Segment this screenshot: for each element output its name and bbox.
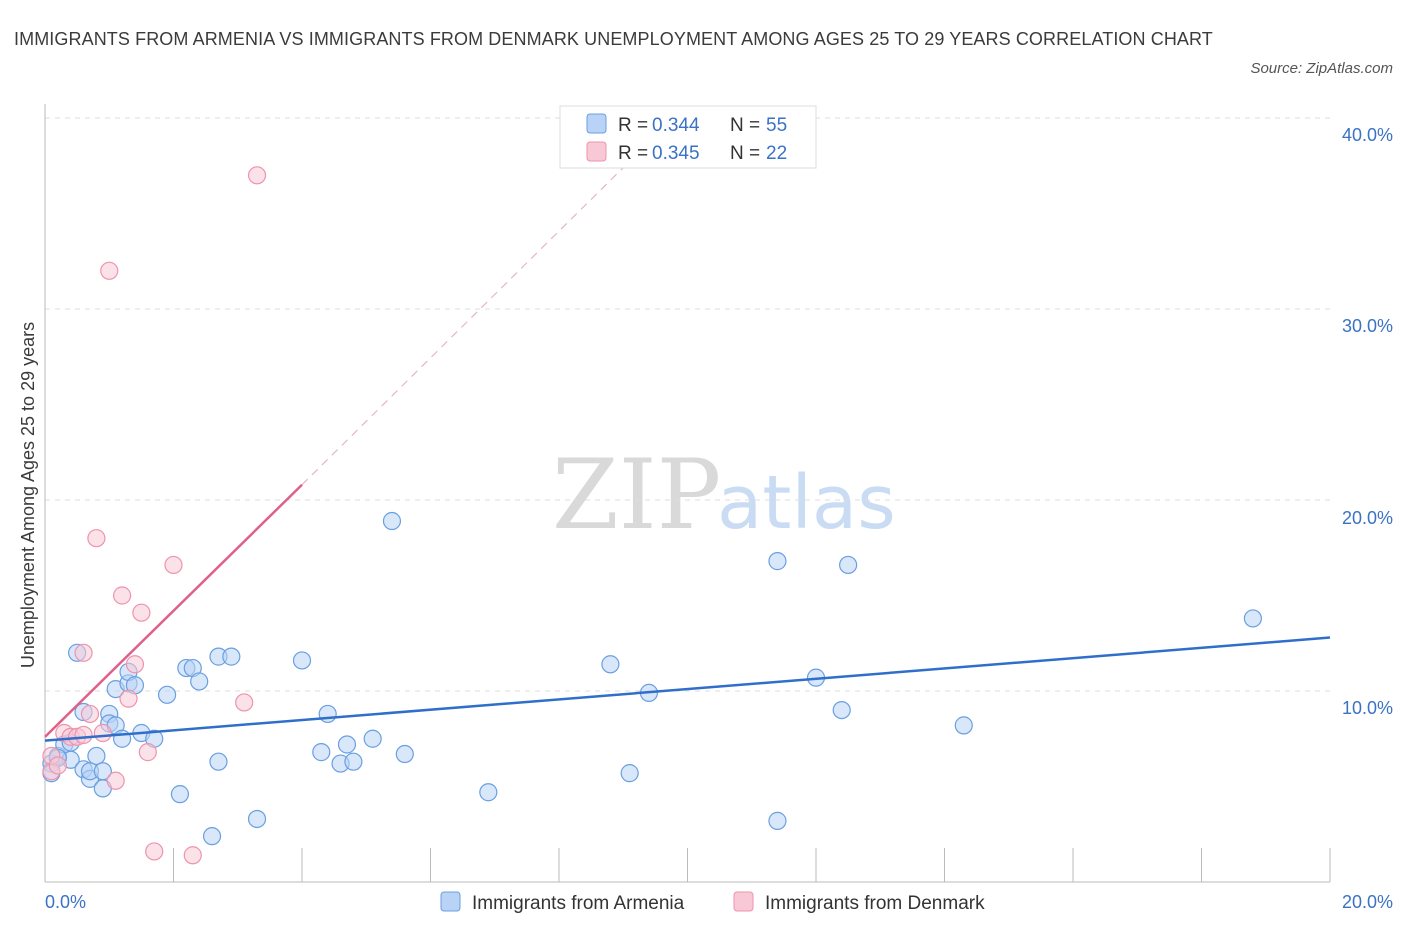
point-denmark-17 — [138, 743, 157, 762]
point-denmark-14 — [119, 689, 138, 708]
source-credit: Source: ZipAtlas.com — [1250, 60, 1393, 77]
point-armenia-27 — [190, 672, 209, 691]
point-denmark-10 — [93, 723, 112, 743]
point-armenia-31 — [222, 647, 241, 666]
series-legend: Immigrants from Armenia Immigrants from … — [440, 891, 985, 914]
x-tick-label-max: 20.0% — [1342, 892, 1393, 912]
correlation-legend: R = 0.344 N = 55 R = 0.345 N = 22 — [559, 105, 817, 169]
watermark-zip: ZIP — [552, 439, 721, 551]
point-armenia-46 — [768, 552, 787, 571]
point-denmark-13 — [112, 586, 132, 605]
series-armenia-points — [42, 511, 1263, 846]
point-denmark-21 — [235, 693, 254, 712]
point-denmark-12 — [106, 771, 125, 790]
point-armenia-50 — [839, 555, 858, 575]
point-denmark-18 — [145, 842, 164, 861]
point-denmark-16 — [132, 603, 151, 622]
point-armenia-49 — [832, 700, 851, 720]
point-armenia-42 — [479, 783, 498, 802]
point-denmark-6 — [74, 725, 93, 745]
point-armenia-47 — [768, 811, 787, 830]
x-tick-label-min: 0.0% — [45, 892, 86, 912]
trend-line-denmark-extension — [301, 167, 624, 486]
point-armenia-10 — [87, 746, 106, 766]
point-armenia-39 — [363, 729, 382, 748]
point-armenia-44 — [620, 764, 639, 783]
series-denmark-points — [42, 166, 267, 865]
chart-title: IMMIGRANTS FROM ARMENIA VS IMMIGRANTS FR… — [14, 29, 1213, 49]
point-armenia-52 — [1243, 609, 1263, 628]
y-tick-label-40: 40.0% — [1342, 125, 1393, 145]
legend-n-label-denmark: N = — [730, 143, 760, 164]
point-denmark-20 — [183, 846, 202, 865]
gridlines — [45, 117, 1330, 692]
y-tick-label-20: 20.0% — [1342, 508, 1393, 528]
legend-r-value-armenia: 0.344 — [652, 115, 700, 136]
y-tick-label-30: 30.0% — [1342, 316, 1393, 336]
point-denmark-22 — [247, 166, 267, 185]
point-denmark-7 — [74, 643, 93, 662]
trend-line-armenia — [44, 636, 1331, 742]
trend-lines — [44, 167, 1331, 742]
point-armenia-51 — [954, 716, 973, 735]
bottom-legend-swatch-denmark — [733, 891, 754, 912]
point-denmark-15 — [125, 655, 145, 674]
legend-n-value-armenia: 55 — [766, 115, 787, 136]
point-armenia-23 — [157, 685, 177, 704]
legend-r-label-armenia: R = — [618, 115, 648, 136]
point-denmark-11 — [100, 261, 119, 280]
legend-swatch-armenia — [586, 113, 607, 134]
point-armenia-40 — [382, 511, 402, 531]
point-armenia-33 — [292, 651, 312, 670]
y-tick-label-10: 10.0% — [1342, 698, 1393, 718]
point-armenia-32 — [247, 809, 267, 829]
point-armenia-34 — [312, 743, 331, 762]
axes — [44, 104, 1331, 883]
point-armenia-41 — [395, 744, 414, 764]
point-denmark-19 — [164, 555, 183, 575]
bottom-legend-swatch-armenia — [440, 891, 461, 912]
trend-line-denmark — [44, 483, 303, 738]
point-armenia-43 — [601, 655, 620, 674]
legend-n-label-armenia: N = — [730, 115, 760, 136]
y-axis-label: Unemployment Among Ages 25 to 29 years — [18, 322, 38, 668]
bottom-legend-label-denmark: Immigrants from Denmark — [765, 893, 985, 914]
legend-n-value-denmark: 22 — [766, 143, 787, 164]
point-armenia-29 — [209, 752, 228, 771]
legend-r-value-denmark: 0.345 — [652, 143, 700, 164]
point-armenia-38 — [344, 752, 363, 771]
watermark-atlas: atlas — [717, 460, 896, 546]
legend-r-label-denmark: R = — [618, 143, 648, 164]
point-armenia-35 — [318, 704, 337, 724]
point-denmark-9 — [87, 529, 106, 548]
bottom-legend-label-armenia: Immigrants from Armenia — [472, 893, 685, 914]
point-denmark-2 — [48, 756, 67, 775]
point-armenia-37 — [337, 735, 357, 754]
point-denmark-8 — [80, 704, 100, 724]
point-armenia-28 — [202, 827, 222, 846]
legend-swatch-denmark — [586, 141, 607, 162]
point-armenia-24 — [170, 785, 190, 804]
